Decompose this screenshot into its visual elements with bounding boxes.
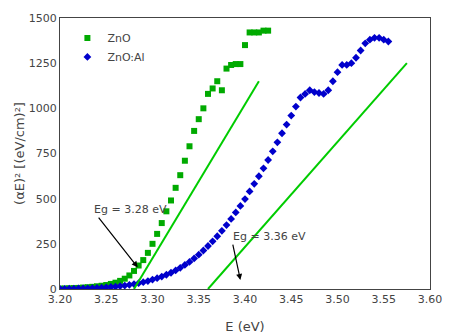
svg-text:3.60: 3.60 bbox=[418, 293, 443, 306]
svg-text:500: 500 bbox=[36, 193, 57, 206]
svg-text:Eg = 3.28 eV: Eg = 3.28 eV bbox=[94, 203, 167, 216]
svg-text:ZnO: ZnO bbox=[107, 32, 131, 45]
svg-text:Eg = 3.36 eV: Eg = 3.36 eV bbox=[233, 230, 306, 243]
svg-text:3.45: 3.45 bbox=[279, 293, 304, 306]
svg-text:E (eV): E (eV) bbox=[225, 319, 264, 334]
svg-text:250: 250 bbox=[36, 238, 57, 251]
svg-text:1000: 1000 bbox=[29, 102, 57, 115]
svg-text:3.25: 3.25 bbox=[94, 293, 119, 306]
svg-text:1250: 1250 bbox=[29, 57, 57, 70]
svg-text:ZnO:Al: ZnO:Al bbox=[107, 51, 144, 64]
svg-text:3.20: 3.20 bbox=[48, 293, 73, 306]
svg-text:3.40: 3.40 bbox=[233, 293, 258, 306]
svg-text:750: 750 bbox=[36, 147, 57, 160]
svg-text:0: 0 bbox=[50, 283, 57, 296]
svg-text:3.35: 3.35 bbox=[187, 293, 212, 306]
svg-text:(αE)² [(eV/cm)²]: (αE)² [(eV/cm)²] bbox=[12, 102, 27, 205]
svg-text:3.50: 3.50 bbox=[325, 293, 350, 306]
svg-text:3.55: 3.55 bbox=[372, 293, 397, 306]
svg-text:3.30: 3.30 bbox=[140, 293, 165, 306]
svg-text:1500: 1500 bbox=[29, 12, 57, 25]
